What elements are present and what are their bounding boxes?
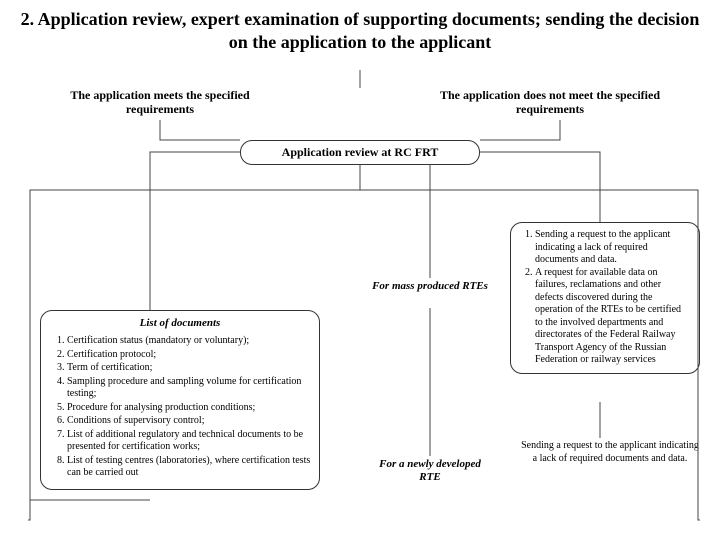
list-of-documents-box: List of documents Certification status (… xyxy=(40,310,320,490)
list-item: Term of certification; xyxy=(67,362,311,375)
branch-meets-label: The application meets the specified requ… xyxy=(40,88,280,117)
list-item: List of additional regulatory and techni… xyxy=(67,429,311,454)
list-item: Sending a request to the applicant indic… xyxy=(535,229,691,267)
list-item: Sampling procedure and sampling volume f… xyxy=(67,376,311,401)
list-item: Conditions of supervisory control; xyxy=(67,415,311,428)
branch-not-meets-label: The application does not meet the specif… xyxy=(410,88,690,117)
list-item: Procedure for analysing production condi… xyxy=(67,402,311,415)
page-title: 2. Application review, expert examinatio… xyxy=(0,0,720,57)
not-meets-actions-box: Sending a request to the applicant indic… xyxy=(510,222,700,374)
list-item: Certification protocol; xyxy=(67,349,311,362)
review-box: Application review at RC FRT xyxy=(240,140,480,165)
list-item: List of testing centres (laboratories), … xyxy=(67,455,311,480)
not-meets-bottom-text: Sending a request to the applicant indic… xyxy=(520,440,700,465)
label-mass-produced: For mass produced RTEs xyxy=(370,280,490,293)
not-meets-actions-list: Sending a request to the applicant indic… xyxy=(519,229,691,367)
list-of-documents-title: List of documents xyxy=(49,317,311,329)
list-item: A request for available data on failures… xyxy=(535,267,691,367)
list-of-documents-list: Certification status (mandatory or volun… xyxy=(49,335,311,480)
label-newly-developed: For a newly developed RTE xyxy=(370,458,490,484)
list-item: Certification status (mandatory or volun… xyxy=(67,335,311,348)
